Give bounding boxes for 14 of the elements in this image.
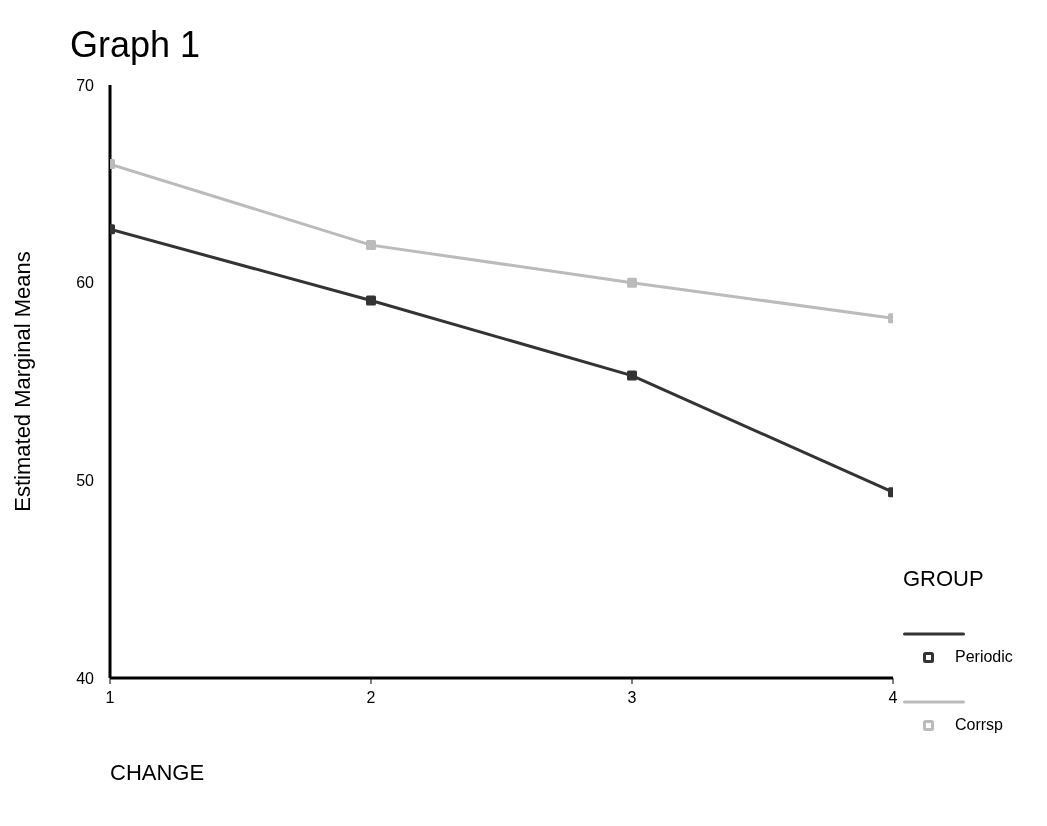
legend-label: Periodic	[955, 648, 1013, 666]
legend-label: Corrsp	[955, 716, 1004, 734]
x-tick-label: 2	[366, 689, 376, 707]
y-axis-title: Estimated Marginal Means	[9, 251, 35, 512]
x-tick-label: 1	[105, 689, 115, 707]
chart-title: Graph 1	[70, 24, 201, 66]
y-tick-label: 50	[76, 472, 95, 490]
y-tick-label: 40	[76, 669, 95, 687]
legend-title: GROUP	[903, 566, 985, 592]
y-tick-label: 60	[76, 274, 95, 292]
y-tick-label: 70	[76, 76, 95, 94]
x-tick-label: 4	[888, 689, 898, 707]
x-tick-label: 3	[627, 689, 637, 707]
x-axis-title: CHANGE	[110, 760, 205, 786]
